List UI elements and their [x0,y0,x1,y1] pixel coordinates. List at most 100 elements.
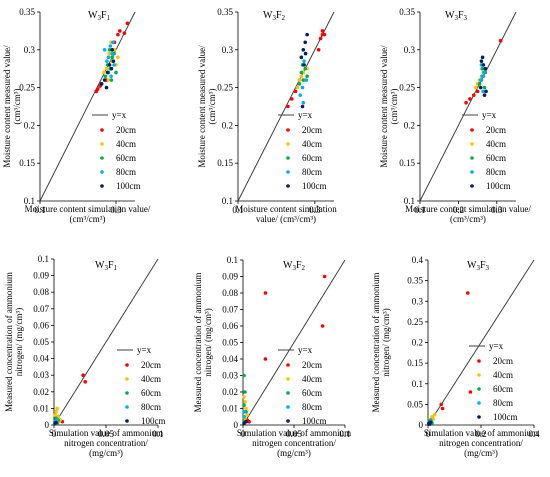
legend-swatch [477,401,481,405]
data-point-20cm [81,373,85,378]
x-tick-label: 0.4 [528,429,540,439]
data-point-60cm [299,70,304,75]
legend-entry: 80cm [116,167,136,177]
data-point-100cm [105,70,110,75]
data-point-60cm [477,82,482,86]
legend-entry: 60cm [302,388,322,398]
legend-swatch [470,128,474,132]
y-tick-label: 0.15 [19,158,35,168]
legend-swatch [100,156,104,160]
y-equals-x-line [53,258,159,426]
y-tick-label: 0.07 [33,304,49,314]
legend-swatch [286,184,290,188]
legend-swatch [286,156,290,160]
legend-entry: 40cm [486,139,506,149]
data-point-40cm [106,78,111,82]
data-point-40cm [299,74,304,79]
legend-swatch [125,419,129,423]
legend-entry: 100cm [486,181,511,191]
legend-entry: 80cm [302,167,322,177]
legend-swatch [100,142,104,146]
y-equals-x-line [427,259,535,426]
y-tick-label: 0.04 [222,354,238,364]
y-tick-label: 0.1 [24,196,35,206]
data-point-20cm [475,89,480,94]
data-point-100cm [482,93,487,97]
legend-swatch [286,377,290,381]
y-tick-label: 0 [45,420,50,430]
legend-entry: 80cm [486,167,506,177]
y-tick-label: 0.08 [33,287,49,297]
chart-title: W3F1 [95,260,118,272]
data-point-100cm [483,66,488,71]
data-point-20cm [498,38,503,43]
chart-title: W3F2 [263,10,286,22]
data-point-80cm [242,414,246,419]
data-point-80cm [298,93,303,97]
data-point-20cm [293,89,298,94]
y-tick-label: 0.2 [222,120,233,130]
legend-entry: 100cm [493,412,518,422]
data-point-100cm [300,104,305,109]
data-point-60cm [303,66,308,71]
legend-swatch [477,415,481,419]
legend-swatch [125,391,129,395]
data-point-40cm [104,66,109,71]
legend-swatch [286,419,290,423]
data-point-60cm [242,373,246,378]
y-tick-label: 0.35 [407,276,423,286]
data-point-40cm [473,85,478,90]
x-tick-label: 0.05 [286,429,302,439]
data-point-60cm [107,48,112,52]
data-point-20cm [289,97,294,101]
data-point-20cm [322,274,327,279]
chart-panel-2: 0.1 0.15 0.2 0.25 0.3 0.35 0.1 0.3 W3F2 y=x 20cm 40… [197,7,337,224]
x-axis-label: Moisture content simulation value/(cm³/c… [405,204,531,224]
data-point-100cm [54,420,58,425]
legend-swatch [470,184,474,188]
y-tick-label: 0.2 [24,120,35,130]
x-tick-label: 0 [241,429,246,439]
y-tick-label: 0.01 [222,404,238,414]
y-tick-label: 0.02 [222,387,238,397]
data-point-100cm [481,63,486,67]
data-point-20cm [439,402,444,407]
y-equals-x-line [237,11,335,202]
y-tick-label: 0.35 [399,7,415,17]
y-tick-label: 0.4 [412,255,424,265]
data-point-80cm [481,89,485,94]
y-equals-x-line [242,259,346,426]
data-point-100cm [102,78,107,82]
chart-title: W3F3 [445,10,468,22]
legend-entry: 100cm [141,416,166,426]
y-tick-label: 0.25 [407,317,423,327]
y-tick-label: 0.06 [33,320,49,330]
x-tick-label: 0 [52,429,57,439]
legend: y=x 20cm 40cm 60cm 80cm 100cm [278,345,327,426]
data-point-100cm [107,63,112,67]
y-tick-label: 0.05 [407,399,423,409]
x-tick-label: 0.2 [475,429,486,439]
y-tick-label: 0.1 [38,254,49,264]
data-point-60cm [482,85,487,90]
y-tick-label: 0.09 [222,272,238,282]
legend-entry: 60cm [486,153,506,163]
legend-entry: 100cm [116,181,141,191]
y-tick-label: 0.08 [222,288,238,298]
legend-entry: 80cm [302,402,322,412]
legend-swatch [100,184,104,188]
legend-entry: 40cm [493,370,513,380]
data-point-80cm [109,74,113,79]
x-tick-label: 0.1 [232,205,243,215]
legend-entry: 60cm [302,153,322,163]
legend-swatch [470,142,474,146]
data-point-60cm [114,70,118,75]
legend-swatch [286,170,290,174]
chart-panel-1: 0.1 0.15 0.2 0.25 0.3 0.35 0.1 0.3 W3F1 y=x 20cm 40… [2,7,151,224]
x-tick-label: 0.1 [339,429,350,439]
data-point-80cm [481,70,486,75]
legend-swatch [100,128,104,132]
data-point-100cm [111,59,116,63]
data-point-20cm [468,97,472,101]
data-point-40cm [432,412,437,417]
